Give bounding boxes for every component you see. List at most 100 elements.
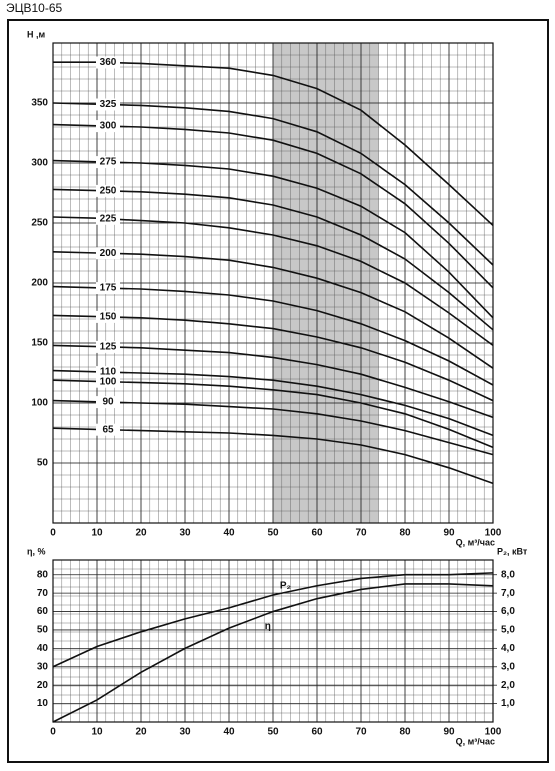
label-bg [96, 98, 120, 111]
series-line [52, 188, 494, 331]
y-tick-label: 80 [37, 569, 49, 580]
label-bg [96, 340, 120, 353]
x-tick-label: 30 [179, 528, 191, 539]
series-label: 275 [100, 157, 117, 168]
series-line [52, 159, 494, 319]
series-label: 125 [100, 342, 117, 353]
y-tick-label: 60 [37, 606, 49, 617]
x-tick-label: 10 [91, 528, 103, 539]
series-line [53, 61, 494, 226]
label-bg [96, 423, 120, 436]
y-tick-label: 50 [37, 458, 49, 469]
plot-border [52, 559, 494, 723]
x-tick-label: 100 [485, 727, 502, 738]
x-tick-label: 80 [399, 528, 411, 539]
x-tick-label: 0 [50, 727, 56, 738]
x-tick-label: 10 [91, 727, 103, 738]
series-label: 65 [102, 424, 114, 435]
x-tick-label: 20 [135, 528, 147, 539]
series-label: 225 [100, 213, 117, 224]
x-tick-label: 40 [223, 727, 235, 738]
series-line [52, 102, 494, 266]
y-axis-label: H ,м [27, 29, 46, 39]
x-tick-label: 90 [443, 727, 455, 738]
series-label: 250 [100, 186, 117, 197]
series-label: 325 [100, 99, 117, 110]
label-bg [96, 56, 120, 69]
label-bg [96, 366, 120, 379]
y-tick-label: 350 [31, 98, 48, 109]
x-tick-label: 50 [267, 528, 279, 539]
chart-title: ЭЦВ10-65 [6, 1, 63, 15]
label-bg [96, 375, 120, 388]
y-tick-label: 100 [31, 398, 48, 409]
x-tick-label: 80 [399, 727, 411, 738]
y-tick-label: 150 [31, 338, 48, 349]
frame [7, 19, 549, 763]
series-label: 100 [100, 376, 117, 387]
y-tick-label: 20 [37, 680, 49, 691]
series-line [52, 344, 494, 419]
series-line [52, 314, 494, 402]
x-tick-label: 0 [50, 528, 56, 539]
x-tick-label: 30 [179, 727, 191, 738]
series-line [52, 216, 494, 347]
label-bg [96, 247, 120, 260]
y-tick-label: 40 [37, 643, 49, 654]
x-tick-label: 90 [443, 528, 455, 539]
y-axis-label: η, % [27, 546, 46, 556]
label-bg [96, 396, 120, 409]
y-tick-label: 250 [31, 218, 48, 229]
label-bg [96, 282, 120, 295]
series-label: 150 [100, 312, 117, 323]
series-label: P₂ [280, 581, 291, 592]
series-line [52, 379, 494, 449]
series-line [52, 251, 494, 369]
y2-tick-label: 6,0 [501, 606, 515, 617]
y-tick-label: 300 [31, 158, 48, 169]
y-tick-label: 200 [31, 278, 48, 289]
y-tick-label: 70 [37, 588, 49, 599]
x-tick-label: 60 [311, 727, 323, 738]
x-tick-label: 100 [485, 528, 502, 539]
y2-tick-label: 4,0 [501, 643, 515, 654]
label-bg [96, 184, 120, 197]
series-label: 110 [100, 367, 117, 378]
x-tick-label: 20 [135, 727, 147, 738]
y2-tick-label: 5,0 [501, 625, 515, 636]
label-bg [96, 310, 120, 323]
series-label: 200 [100, 248, 117, 259]
y-tick-label: 10 [37, 698, 49, 709]
y-tick-label: 30 [37, 661, 49, 672]
series-label: 360 [100, 57, 117, 68]
x-tick-label: 50 [267, 727, 279, 738]
y2-tick-label: 7,0 [501, 588, 515, 599]
series-line [52, 285, 494, 386]
series-label: 175 [100, 283, 117, 294]
x-tick-label: 70 [355, 528, 367, 539]
label-bg [96, 120, 120, 133]
x-tick-label: 40 [223, 528, 235, 539]
series-line [52, 427, 494, 485]
series-line [52, 399, 494, 456]
series-line [52, 583, 494, 723]
y2-tick-label: 1,0 [501, 698, 515, 709]
x-axis-label: Q, м³/час [456, 736, 495, 746]
y2-axis-label: P₂, кВт [497, 546, 528, 556]
plot-border [52, 42, 494, 524]
series-line [52, 123, 494, 289]
series-line [52, 369, 494, 437]
x-tick-label: 70 [355, 727, 367, 738]
x-tick-label: 60 [311, 528, 323, 539]
y-tick-label: 50 [37, 625, 49, 636]
y2-tick-label: 2,0 [501, 680, 515, 691]
series-label: 90 [102, 397, 114, 408]
y2-tick-label: 3,0 [501, 661, 515, 672]
series-line [52, 572, 494, 668]
label-bg [96, 156, 120, 169]
series-label: 300 [100, 121, 117, 132]
label-bg [96, 212, 120, 225]
x-axis-label: Q, м³/час [456, 537, 495, 547]
series-label: η [265, 621, 271, 632]
